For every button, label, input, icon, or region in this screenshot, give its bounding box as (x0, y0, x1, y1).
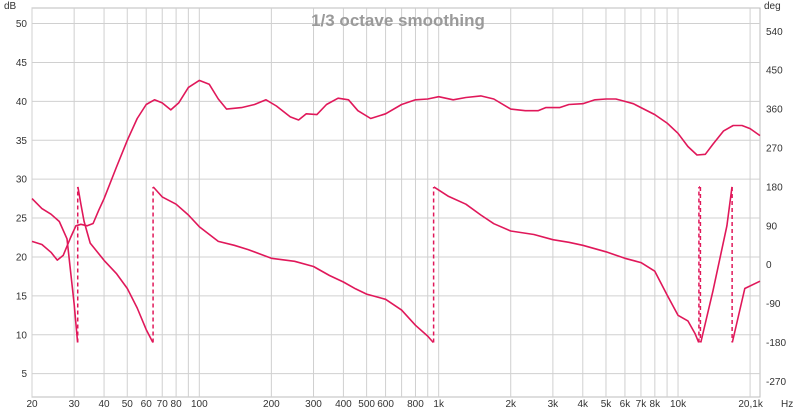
x-tick-label: 8k (650, 399, 662, 410)
x-tick-label: 600 (377, 399, 394, 410)
left-y-tick-label: 5 (21, 369, 27, 380)
phase-line (433, 186, 700, 343)
right-y-tick-label: 0 (766, 260, 772, 271)
right-y-tick-label: 450 (766, 66, 783, 77)
left-y-tick-label: 10 (16, 330, 28, 341)
x-tick-label: 30 (69, 399, 81, 410)
x-tick-label: 3k (548, 399, 560, 410)
left-axis-unit-label: dB (4, 1, 17, 12)
phase-line (31, 198, 79, 343)
right-y-tick-label: 540 (766, 27, 783, 38)
series-lines (31, 79, 761, 344)
right-y-tick-label: -270 (766, 377, 786, 388)
x-tick-label: 100 (191, 399, 208, 410)
right-y-tick-label: 90 (766, 221, 778, 232)
x-tick-label: 2k (505, 399, 517, 410)
x-tick-label: 6k (620, 399, 632, 410)
left-y-tick-label: 15 (16, 291, 28, 302)
x-tick-label: 300 (305, 399, 322, 410)
right-y-tick-label: -90 (766, 299, 781, 310)
left-y-tick-label: 45 (16, 58, 28, 69)
x-tick-label: 500 (358, 399, 375, 410)
right-y-tick-label: 180 (766, 182, 783, 193)
x-tick-label: 60 (141, 399, 153, 410)
x-tick-label: 20,1k (738, 399, 763, 410)
magnitude-line (31, 79, 761, 261)
right-axis-unit-label: deg (764, 1, 781, 12)
x-tick-labels: 20 30 40 50 60 70 80 100 200 300 400 500 600 800 1k 2k 3… (26, 399, 763, 410)
x-tick-label: 80 (171, 399, 183, 410)
x-tick-label: 800 (407, 399, 424, 410)
x-tick-label: 10k (670, 399, 687, 410)
x-tick-label: 1k (433, 399, 445, 410)
x-tick-label: 5k (601, 399, 613, 410)
left-y-tick-label: 25 (16, 214, 28, 225)
right-y-tick-label: 360 (766, 105, 783, 116)
chart-title: 1/3 octave smoothing (311, 11, 485, 30)
left-y-tick-label: 40 (16, 97, 28, 108)
plot-area (31, 7, 761, 398)
x-tick-label: 7k (636, 399, 648, 410)
phase-line (152, 186, 434, 344)
x-tick-label: 4k (578, 399, 590, 410)
phase-line (700, 186, 733, 343)
left-y-tick-label: 50 (16, 19, 28, 30)
left-y-tick-labels: 5 10 15 20 25 30 35 40 45 50 (16, 19, 28, 380)
x-tick-label: 70 (157, 399, 169, 410)
x-tick-label: 400 (335, 399, 352, 410)
x-axis-unit-label: Hz (781, 399, 793, 410)
left-y-tick-label: 30 (16, 175, 28, 186)
x-tick-label: 50 (122, 399, 134, 410)
x-tick-label: 20 (26, 399, 38, 410)
phase-line (731, 280, 761, 343)
right-y-tick-labels: -270 -180 -90 0 90 180 270 360 450 540 (766, 27, 786, 388)
left-y-tick-label: 35 (16, 136, 28, 147)
right-y-tick-label: -180 (766, 338, 786, 349)
phase-line (77, 186, 154, 343)
right-y-tick-label: 270 (766, 144, 783, 155)
x-tick-label: 40 (98, 399, 110, 410)
x-tick-label: 200 (263, 399, 280, 410)
grid-lines (31, 8, 760, 397)
left-y-tick-label: 20 (16, 252, 28, 263)
